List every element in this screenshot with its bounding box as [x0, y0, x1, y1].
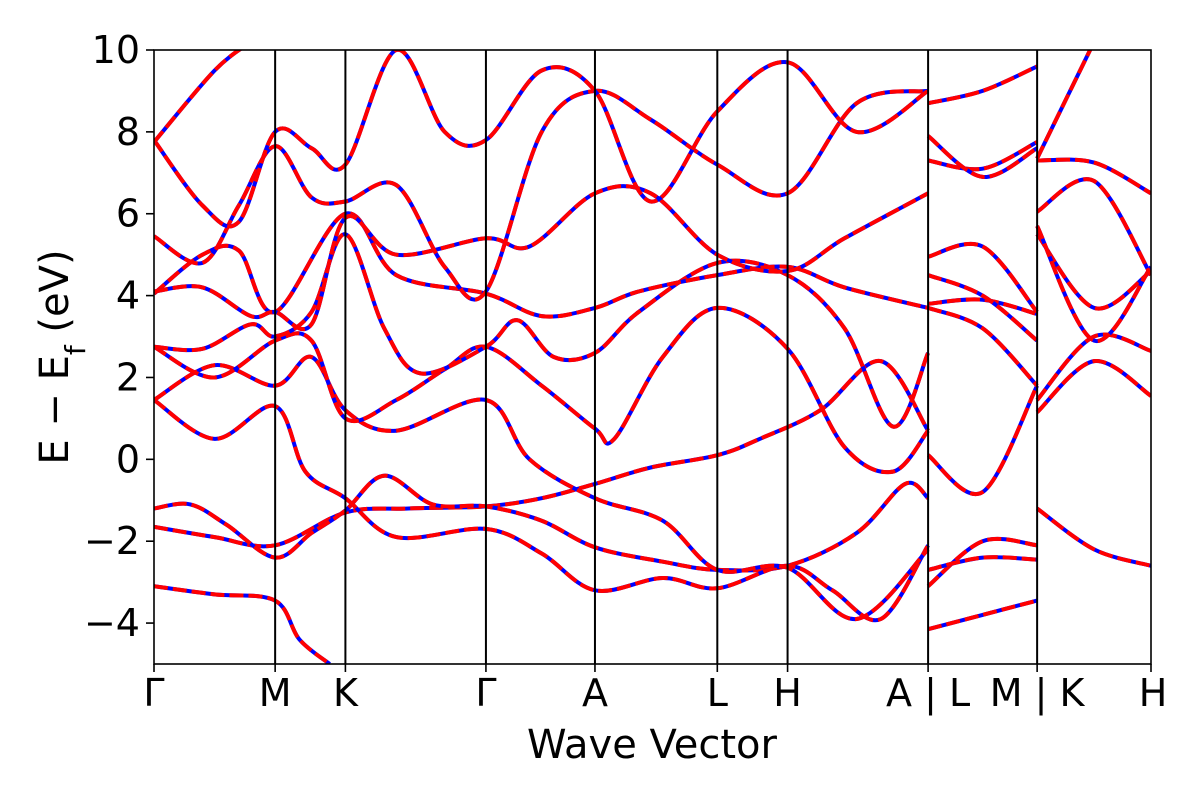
y-axis-label-unit: (eV)	[32, 249, 78, 345]
x-tick-label: Γ	[475, 671, 496, 715]
high-symmetry-lines	[274, 50, 1039, 664]
band-line-fit	[154, 305, 930, 475]
band-line-fit	[927, 241, 1039, 314]
band-line-fit	[1035, 359, 1151, 414]
y-axis-ticks: −4 −2 0 2 4 6 8 10	[84, 28, 154, 645]
y-tick-label: 0	[116, 437, 140, 481]
x-tick-label: Γ	[143, 671, 164, 715]
y-tick-label: 6	[116, 192, 140, 236]
x-tick-label: H	[1139, 671, 1168, 715]
band-line-fit	[154, 232, 930, 429]
band-line-fit	[154, 88, 929, 302]
y-tick-label: 4	[116, 274, 140, 318]
x-tick-label: A | L	[886, 671, 970, 716]
band-line-fit	[926, 536, 1038, 588]
y-tick-label: −4	[84, 601, 140, 645]
band-line-fit	[927, 273, 1039, 343]
x-tick-label: L	[707, 671, 728, 715]
y-axis-label-main: E − E	[32, 355, 78, 465]
band-line-fit	[927, 555, 1038, 572]
x-tick-label: A	[582, 671, 608, 715]
band-line-fit	[1037, 157, 1151, 196]
band-line-fit	[154, 398, 930, 623]
y-tick-label: 2	[116, 355, 140, 399]
band-line-fit	[154, 211, 929, 319]
band-line-fit	[927, 598, 1038, 632]
band-line-fit	[927, 306, 1039, 388]
plot-frame	[153, 49, 1152, 665]
band-line-fit	[154, 50, 930, 229]
band-line-fit	[926, 134, 1039, 179]
y-tick-label: 10	[92, 28, 140, 72]
band-line-fit	[154, 50, 243, 144]
band-line-fit	[154, 359, 930, 549]
y-tick-label: −2	[84, 519, 140, 563]
x-tick-label: K	[333, 671, 359, 715]
band-line-fit	[154, 473, 930, 573]
x-axis-label: Wave Vector	[527, 722, 778, 768]
band-line-fit	[927, 297, 1038, 316]
band-line-fit	[1035, 506, 1151, 568]
band-line-fit	[927, 140, 1039, 172]
y-axis-label: E − Ef (eV)	[32, 249, 92, 464]
band-line-fit	[1035, 225, 1151, 343]
y-tick-label: 8	[116, 110, 140, 154]
band-line-fit	[926, 384, 1039, 497]
band-line-fit	[1035, 332, 1151, 402]
x-tick-label: M | K	[990, 671, 1086, 716]
x-tick-label: M	[259, 671, 292, 715]
x-tick-label: H	[773, 671, 802, 715]
y-axis-label-sub: f	[59, 344, 92, 355]
band-line-fit	[927, 64, 1038, 106]
band-line-fit	[1035, 177, 1151, 277]
